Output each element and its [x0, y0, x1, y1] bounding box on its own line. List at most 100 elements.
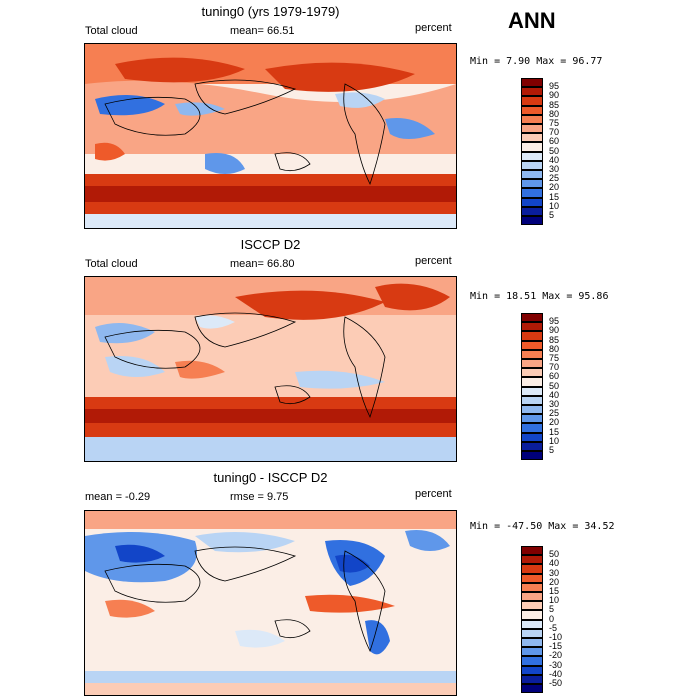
- colorbar-swatch: [521, 638, 543, 648]
- colorbar-tick-label: -40: [549, 668, 563, 679]
- colorbar-swatch: [521, 313, 543, 323]
- colorbar-swatch: [521, 179, 543, 189]
- panel-left-label: mean = -0.29: [85, 491, 151, 503]
- colorbar-swatch: [521, 684, 543, 694]
- season-label: ANN: [508, 8, 556, 33]
- model-map: [84, 43, 457, 229]
- colorbar-swatch: [521, 601, 543, 611]
- colorbar-tick-label: 10: [549, 200, 560, 211]
- panel-mean-label: rmse = 9.75: [230, 491, 289, 503]
- colorbar-swatch: [521, 114, 543, 124]
- colorbar-swatch: [521, 216, 543, 226]
- colorbar-tick-label: -50: [549, 678, 563, 688]
- colorbar-tick-label: 85: [549, 334, 560, 345]
- colorbar-tick-label: 90: [549, 90, 560, 101]
- colorbar-swatch: [521, 96, 543, 106]
- colorbar-tick-label: 70: [549, 127, 560, 138]
- colorbar-tick-label: 15: [549, 586, 560, 596]
- obs-map: [84, 276, 457, 462]
- colorbar-tick-label: 50: [549, 380, 560, 391]
- panel-left-label: Total cloud: [85, 258, 138, 270]
- colorbar-tick-label: 80: [549, 343, 560, 354]
- colorbar-swatch: [521, 665, 543, 675]
- obs-map-field: [85, 277, 456, 461]
- colorbar-tick-label: 50: [549, 145, 560, 156]
- colorbar-swatch: [521, 432, 543, 442]
- colorbar-tick-label: 15: [549, 191, 560, 202]
- colorbar-tick-label: 70: [549, 362, 560, 373]
- colorbar-swatch: [521, 87, 543, 97]
- colorbar-tick-label: 60: [549, 136, 560, 147]
- colorbar-swatch: [521, 377, 543, 387]
- colorbar-tick-label: -10: [549, 632, 563, 642]
- colorbar-swatch: [521, 105, 543, 115]
- colorbar-swatch: [521, 124, 543, 134]
- colorbar-swatch: [521, 582, 543, 592]
- colorbar-tick-label: 40: [549, 389, 560, 400]
- colorbar-swatch: [521, 592, 543, 602]
- colorbar-swatch: [521, 414, 543, 424]
- colorbar-swatch: [521, 628, 543, 638]
- colorbar-swatch: [521, 647, 543, 657]
- colorbar-swatch: [521, 133, 543, 143]
- colorbar-tick-label: 50: [549, 549, 560, 560]
- colorbar-tick-label: 15: [549, 426, 560, 437]
- panel-minmax: Min = 7.90 Max = 96.77: [470, 56, 603, 67]
- colorbar-swatch: [521, 555, 543, 565]
- colorbar-tick-label: 20: [549, 576, 560, 587]
- panel-mean-label: mean= 66.51: [230, 25, 295, 37]
- panel-title: ISCCP D2: [240, 237, 301, 252]
- colorbar-swatch: [521, 349, 543, 359]
- panel-units-label: percent: [415, 488, 452, 500]
- colorbar-swatch: [521, 359, 543, 369]
- colorbar-tick-label: 40: [549, 154, 560, 165]
- colorbar-tick-label: 10: [549, 435, 560, 446]
- panel-mean-label: mean= 66.80: [230, 258, 295, 270]
- colorbar-swatch: [521, 656, 543, 666]
- colorbar-swatch: [521, 405, 543, 415]
- colorbar-tick-label: 20: [549, 182, 560, 193]
- panel-title: tuning0 (yrs 1979-1979): [201, 4, 340, 19]
- panel-units-label: percent: [415, 22, 452, 34]
- colorbar-tick-label: -15: [549, 641, 563, 652]
- colorbar-tick-label: 60: [549, 371, 560, 382]
- colorbar-swatch: [521, 160, 543, 170]
- colorbar-tick-label: 30: [549, 567, 560, 578]
- colorbar-tick-label: 85: [549, 99, 560, 110]
- colorbar-tick-label: -30: [549, 659, 563, 670]
- panel-units-label: percent: [415, 255, 452, 267]
- colorbar-tick-label: 40: [549, 558, 560, 569]
- colorbar-swatch: [521, 441, 543, 451]
- colorbar-tick-label: -20: [549, 650, 563, 661]
- colorbar-swatch: [521, 423, 543, 433]
- colorbar-swatch: [521, 674, 543, 684]
- colorbar-swatch: [521, 206, 543, 216]
- colorbar-tick-label: 90: [549, 325, 560, 336]
- colorbar-tick-label: 80: [549, 108, 560, 119]
- colorbar-swatch: [521, 573, 543, 583]
- diff-map-field: [85, 511, 456, 695]
- colorbar-tick-label: 25: [549, 408, 560, 419]
- colorbar-swatch: [521, 142, 543, 152]
- colorbar-swatch: [521, 340, 543, 350]
- colorbar-tick-label: 30: [549, 164, 560, 174]
- colorbar-swatch: [521, 386, 543, 396]
- colorbar-tick-label: 95: [549, 81, 560, 92]
- colorbar-tick-label: 20: [549, 417, 560, 428]
- panel-minmax: Min = -47.50 Max = 34.52: [470, 521, 615, 532]
- colorbar-swatch: [521, 395, 543, 405]
- colorbar-swatch: [521, 610, 543, 620]
- colorbar-tick-label: 75: [549, 353, 560, 363]
- colorbar-swatch: [521, 368, 543, 378]
- colorbar-swatch: [521, 322, 543, 332]
- colorbar-tick-label: 75: [549, 118, 560, 128]
- diff-map: [84, 510, 457, 696]
- colorbar-swatch: [521, 619, 543, 629]
- panel-title: tuning0 - ISCCP D2: [213, 470, 328, 485]
- colorbar-tick-label: 5: [549, 445, 555, 455]
- colorbar-tick-label: 95: [549, 316, 560, 327]
- colorbar-swatch: [521, 197, 543, 207]
- colorbar-swatch: [521, 188, 543, 198]
- colorbar-swatch: [521, 564, 543, 574]
- colorbar-tick-label: 30: [549, 399, 560, 409]
